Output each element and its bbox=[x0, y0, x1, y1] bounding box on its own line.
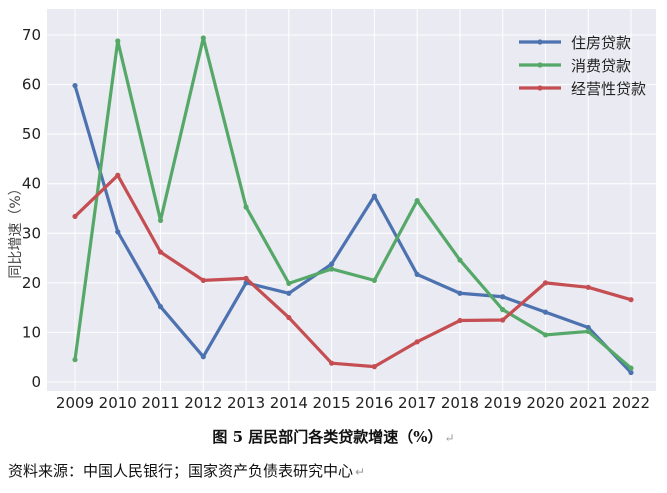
data-point bbox=[371, 277, 377, 283]
data-point bbox=[72, 213, 78, 220]
data-point bbox=[286, 314, 292, 321]
data-point bbox=[371, 364, 377, 370]
y-tick-label: 10 bbox=[22, 323, 41, 341]
data-point bbox=[457, 257, 463, 263]
data-point bbox=[414, 197, 420, 204]
data-point bbox=[542, 280, 549, 286]
data-point bbox=[200, 277, 206, 283]
paragraph-mark-icon: ↵ bbox=[355, 465, 366, 479]
line-chart: 0 10 20 30 40 50 60 70 2009 2010 2011 2012 2013 2014… bbox=[8, 9, 656, 412]
series-line-1 bbox=[73, 36, 633, 370]
series-line-0 bbox=[73, 83, 633, 375]
x-tick-label: 2018 bbox=[441, 394, 479, 412]
data-point bbox=[115, 38, 121, 44]
legend-label: 经营性贷款 bbox=[571, 80, 646, 98]
x-axis-ticks: 2009 2010 2011 2012 2013 2014 2015 2016 2017 2018… bbox=[56, 394, 650, 412]
data-point bbox=[628, 369, 634, 376]
data-point bbox=[457, 317, 463, 324]
y-axis-ticks: 0 10 20 30 40 50 60 70 bbox=[22, 26, 41, 391]
figure-label: 图 5 bbox=[212, 428, 244, 446]
figure-title: 居民部门各类贷款增速（%） bbox=[248, 428, 443, 446]
data-point bbox=[286, 290, 292, 296]
x-tick-label: 2019 bbox=[484, 394, 522, 412]
data-point bbox=[329, 261, 335, 267]
x-tick-label: 2012 bbox=[184, 394, 222, 412]
y-tick-label: 50 bbox=[22, 125, 41, 143]
y-tick-label: 30 bbox=[22, 224, 41, 242]
plot-background bbox=[47, 9, 656, 391]
data-point bbox=[500, 307, 506, 313]
data-point bbox=[200, 354, 206, 360]
y-tick-label: 60 bbox=[22, 76, 41, 94]
legend-label: 消费贷款 bbox=[571, 57, 631, 75]
x-tick-label: 2021 bbox=[569, 394, 607, 412]
data-point bbox=[157, 249, 164, 255]
series-lines bbox=[72, 35, 634, 376]
x-tick-label: 2022 bbox=[612, 394, 650, 412]
data-point bbox=[157, 304, 164, 310]
data-point bbox=[243, 204, 249, 210]
x-tick-label: 2013 bbox=[227, 394, 265, 412]
x-tick-label: 2010 bbox=[99, 394, 137, 412]
legend-marker bbox=[537, 85, 543, 91]
legend-marker bbox=[537, 39, 543, 45]
data-point bbox=[542, 332, 549, 338]
y-tick-label: 0 bbox=[31, 373, 41, 391]
data-point bbox=[157, 217, 164, 223]
data-point bbox=[457, 290, 463, 296]
paragraph-mark-icon: ↵ bbox=[444, 431, 455, 445]
legend-marker bbox=[537, 62, 543, 68]
data-point bbox=[329, 266, 335, 272]
data-point bbox=[371, 193, 377, 199]
data-point bbox=[243, 275, 249, 281]
x-tick-label: 2016 bbox=[355, 394, 393, 412]
data-point bbox=[72, 357, 78, 363]
figure-caption: 图 5 居民部门各类贷款增速（%） ↵ bbox=[0, 426, 667, 447]
x-tick-label: 2009 bbox=[56, 394, 94, 412]
data-point bbox=[200, 35, 206, 41]
y-tick-label: 70 bbox=[22, 26, 41, 44]
data-point bbox=[115, 229, 121, 235]
y-tick-label: 40 bbox=[22, 175, 41, 193]
x-tick-label: 2014 bbox=[270, 394, 308, 412]
source-note: 资料来源：中国人民银行；国家资产负债表研究中心 ↵ bbox=[8, 460, 365, 481]
data-point bbox=[329, 360, 335, 366]
data-point bbox=[72, 82, 78, 89]
x-tick-label: 2020 bbox=[526, 394, 564, 412]
series-line-2 bbox=[73, 173, 633, 369]
data-point bbox=[628, 297, 634, 303]
data-point bbox=[628, 365, 634, 371]
source-text: 资料来源：中国人民银行；国家资产负债表研究中心 bbox=[8, 462, 354, 480]
y-axis-label: 同比增速（%） bbox=[8, 181, 24, 278]
data-point bbox=[585, 324, 591, 331]
data-point bbox=[115, 172, 121, 178]
data-point bbox=[500, 317, 506, 323]
legend-label: 住房贷款 bbox=[571, 34, 631, 52]
data-point bbox=[542, 309, 549, 315]
data-point bbox=[414, 271, 420, 278]
data-point bbox=[585, 328, 591, 335]
data-point bbox=[414, 339, 420, 345]
x-tick-label: 2011 bbox=[141, 394, 179, 412]
y-tick-label: 20 bbox=[22, 274, 41, 292]
data-point bbox=[286, 280, 292, 286]
data-point bbox=[585, 284, 591, 290]
data-point bbox=[500, 294, 506, 300]
x-tick-label: 2017 bbox=[398, 394, 436, 412]
x-tick-label: 2015 bbox=[313, 394, 351, 412]
